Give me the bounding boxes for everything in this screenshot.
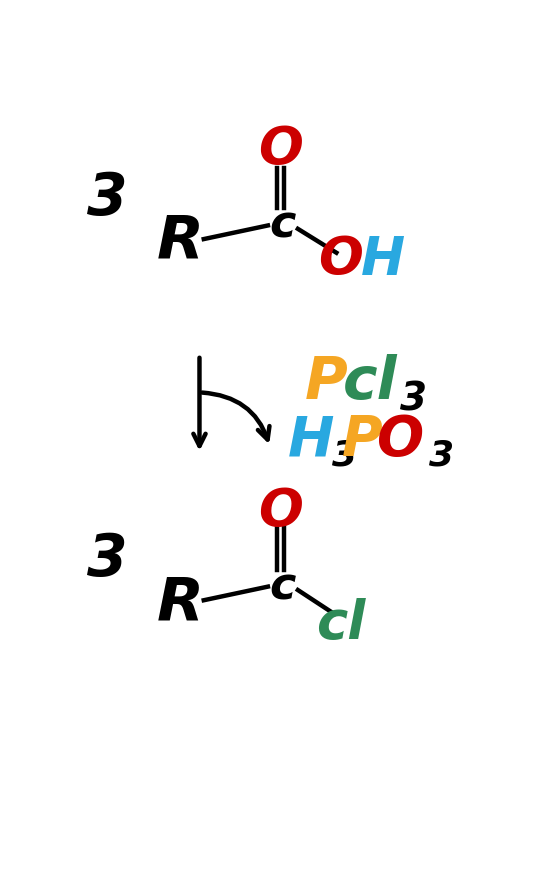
Text: R: R bbox=[157, 574, 204, 633]
Text: H: H bbox=[288, 413, 334, 467]
Text: 3: 3 bbox=[428, 438, 454, 472]
Text: 3: 3 bbox=[87, 170, 128, 227]
FancyArrowPatch shape bbox=[202, 393, 269, 440]
Text: O: O bbox=[318, 234, 363, 286]
Text: 3: 3 bbox=[87, 531, 128, 588]
Text: O: O bbox=[258, 125, 303, 176]
Text: cl: cl bbox=[343, 354, 398, 411]
Text: O: O bbox=[258, 486, 303, 538]
Text: R: R bbox=[157, 213, 204, 272]
Text: P: P bbox=[304, 354, 347, 411]
Text: cl: cl bbox=[316, 598, 365, 650]
Text: 3: 3 bbox=[400, 381, 427, 419]
Text: c: c bbox=[270, 566, 296, 608]
Text: H: H bbox=[362, 234, 406, 286]
Text: P: P bbox=[342, 413, 383, 467]
Text: c: c bbox=[270, 204, 296, 247]
Text: 3: 3 bbox=[332, 438, 358, 472]
Text: O: O bbox=[377, 413, 424, 467]
